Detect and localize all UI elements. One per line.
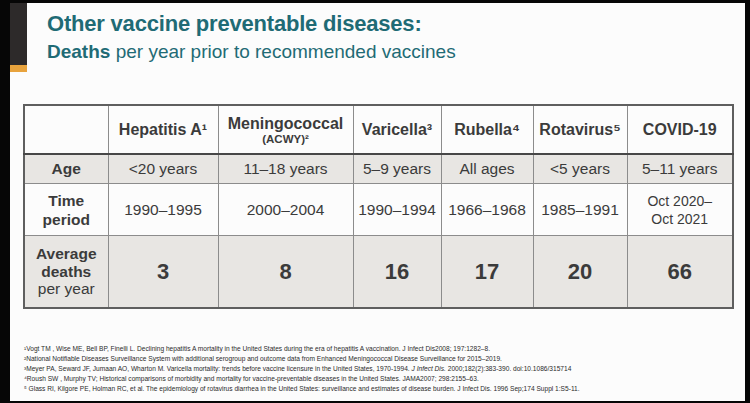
age-cell-rotavirus: <5 years (533, 154, 627, 184)
deaths-label-line2: deaths (27, 263, 106, 281)
left-accent-bar-dark (10, 3, 27, 65)
column-header-covid19: COVID-19 (627, 105, 733, 154)
footnote-5: ⁵ Glass RI, Kilgore PE, Holman RC, et al… (24, 384, 739, 394)
time-cell-covid19: Oct 2020– Oct 2021 (627, 184, 733, 236)
time-label-line1: Time (27, 191, 106, 210)
subtitle-bold-word: Deaths (47, 41, 110, 62)
header-row: Hepatitis A¹ Meningococcal (ACWY)² Varic… (24, 105, 733, 154)
column-header-varicella: Varicella³ (353, 105, 441, 154)
time-period-row-label: Time period (24, 184, 108, 236)
age-row: Age <20 years 11–18 years 5–9 years All … (24, 154, 733, 184)
column-header-meningococcal: Meningococcal (ACWY)² (218, 105, 353, 154)
time-cell-rotavirus: 1985–1991 (533, 184, 627, 236)
footnote-1: ¹Vogt TM , Wise ME, Bell BP, Finelli L. … (24, 344, 739, 354)
title-block: Other vaccine preventable diseases: Deat… (47, 9, 697, 64)
footnote-3-journal: J Infect Dis. (412, 365, 446, 372)
left-accent-bar-orange (10, 65, 27, 72)
deaths-cell-rotavirus: 20 (533, 236, 627, 309)
column-header-rubella: Rubella⁴ (441, 105, 533, 154)
footnote-4: ⁴Roush SW , Murphy TV; Historical compar… (24, 374, 739, 384)
deaths-cell-varicella: 16 (353, 236, 441, 309)
time-cell-meningococcal: 2000–2004 (218, 184, 353, 236)
time-cell-rubella: 1966–1968 (441, 184, 533, 236)
footnotes-block: ¹Vogt TM , Wise ME, Bell BP, Finelli L. … (24, 344, 739, 394)
age-cell-hepatitis-a: <20 years (108, 154, 218, 184)
deaths-cell-hepatitis-a: 3 (108, 236, 218, 309)
covid-time-line1: Oct 2020– (630, 192, 731, 210)
age-cell-rubella: All ages (441, 154, 533, 184)
column-header-rotavirus: Rotavirus⁵ (533, 105, 627, 154)
deaths-cell-rubella: 17 (441, 236, 533, 309)
age-row-label: Age (24, 154, 108, 184)
vaccine-deaths-table: Hepatitis A¹ Meningococcal (ACWY)² Varic… (23, 104, 734, 309)
time-cell-varicella: 1990–1994 (353, 184, 441, 236)
average-deaths-row-label: Average deaths per year (24, 236, 108, 309)
footnote-2: ²National Notifiable Diseases Surveillan… (24, 354, 739, 364)
footnote-3-post: 2000;182(2):383-390. doi:10.1086/315714 (446, 365, 571, 372)
deaths-label-line3: per year (27, 280, 106, 298)
covid-time-line2: Oct 2021 (630, 210, 731, 228)
time-cell-hepatitis-a: 1990–1995 (108, 184, 218, 236)
time-period-row: Time period 1990–1995 2000–2004 1990–199… (24, 184, 733, 236)
age-cell-covid19: 5–11 years (627, 154, 733, 184)
footnote-3: ³Meyer PA, Seward JF, Jumaan AO, Wharton… (24, 364, 739, 374)
subtitle-rest: per year prior to recommended vaccines (110, 41, 455, 62)
deaths-cell-meningococcal: 8 (218, 236, 353, 309)
age-cell-varicella: 5–9 years (353, 154, 441, 184)
corner-cell (24, 105, 108, 154)
meningococcal-main-label: Meningococcal (221, 115, 351, 133)
slide-title: Other vaccine preventable diseases: (47, 9, 697, 39)
age-cell-meningococcal: 11–18 years (218, 154, 353, 184)
deaths-cell-covid19: 66 (627, 236, 733, 309)
slide-subtitle: Deaths per year prior to recommended vac… (47, 39, 697, 64)
average-deaths-row: Average deaths per year 3 8 16 17 20 66 (24, 236, 733, 309)
deaths-label-line1: Average (27, 245, 106, 263)
footnote-3-pre: ³Meyer PA, Seward JF, Jumaan AO, Wharton… (24, 365, 412, 372)
meningococcal-sub-label: (ACWY)² (221, 133, 351, 145)
slide-canvas: Other vaccine preventable diseases: Deat… (10, 3, 745, 401)
column-header-hepatitis-a: Hepatitis A¹ (108, 105, 218, 154)
time-label-line2: period (27, 210, 106, 229)
